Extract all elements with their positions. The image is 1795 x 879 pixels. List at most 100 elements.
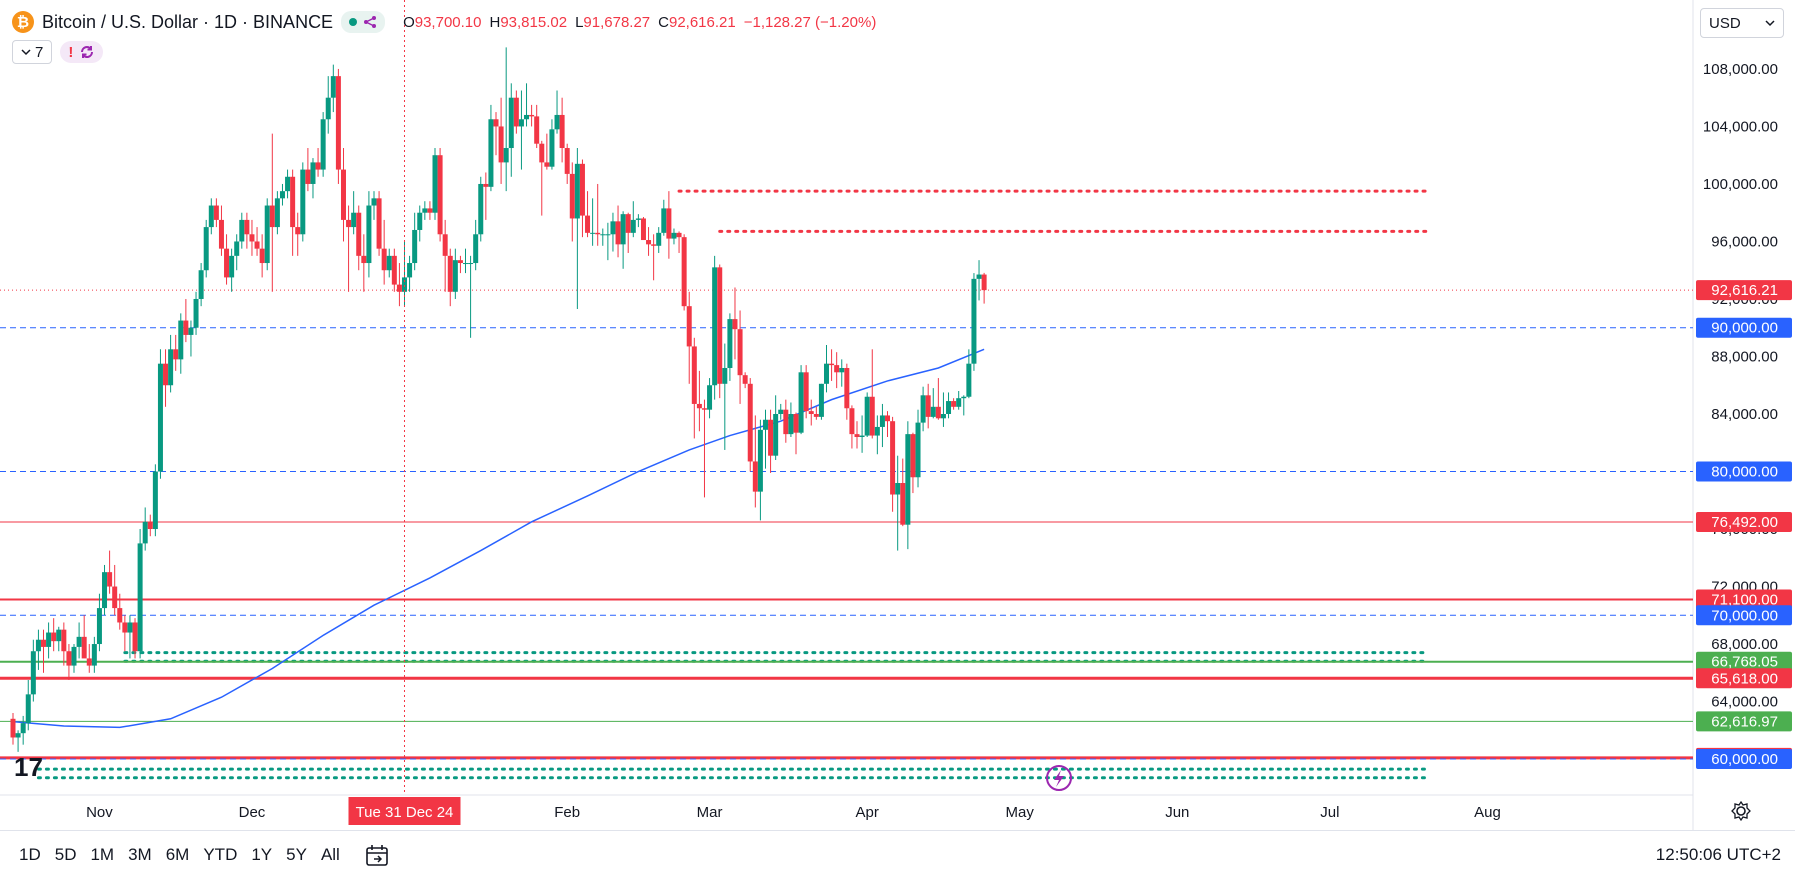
candle[interactable] <box>676 231 682 253</box>
candle[interactable] <box>793 412 799 455</box>
candle[interactable] <box>305 148 311 192</box>
candle[interactable] <box>595 183 601 246</box>
candle[interactable] <box>874 415 880 455</box>
candle[interactable] <box>86 644 92 673</box>
candle[interactable] <box>96 593 102 652</box>
candle[interactable] <box>915 409 921 488</box>
candle[interactable] <box>854 421 860 449</box>
price-badge[interactable] <box>1696 280 1792 301</box>
candle[interactable] <box>849 405 855 449</box>
candle[interactable] <box>244 212 250 249</box>
candle[interactable] <box>508 83 514 177</box>
candle[interactable] <box>356 205 362 271</box>
symbol-title[interactable]: Bitcoin / U.S. Dollar · 1D · BINANCE <box>42 11 334 32</box>
candle[interactable] <box>559 97 565 163</box>
candle[interactable] <box>691 337 697 439</box>
candle[interactable] <box>549 119 555 170</box>
candle[interactable] <box>569 162 575 242</box>
candle[interactable] <box>224 234 230 285</box>
candle[interactable] <box>381 219 387 285</box>
candle[interactable] <box>488 104 494 192</box>
candle[interactable] <box>285 169 291 199</box>
candle[interactable] <box>254 227 260 256</box>
tradingview-logo[interactable]: 17 <box>14 752 43 782</box>
candle[interactable] <box>666 191 672 259</box>
candle[interactable] <box>483 172 489 220</box>
candle[interactable] <box>707 378 713 419</box>
candle[interactable] <box>432 148 438 220</box>
candle[interactable] <box>279 183 285 206</box>
candle[interactable] <box>147 514 153 537</box>
candle[interactable] <box>229 248 235 292</box>
candle[interactable] <box>137 529 143 659</box>
candle[interactable] <box>798 365 804 435</box>
candle[interactable] <box>712 255 718 400</box>
candle[interactable] <box>452 248 458 299</box>
candle[interactable] <box>900 458 906 527</box>
candle[interactable] <box>651 234 657 281</box>
candle[interactable] <box>498 97 504 184</box>
candle[interactable] <box>61 622 67 666</box>
candle[interactable] <box>757 419 763 521</box>
candle[interactable] <box>605 222 611 261</box>
candle[interactable] <box>951 398 957 410</box>
candle[interactable] <box>168 334 174 393</box>
candle[interactable] <box>310 158 316 199</box>
candle[interactable] <box>869 349 875 439</box>
candle[interactable] <box>976 260 982 301</box>
price-badge[interactable] <box>1696 651 1792 672</box>
price-badge[interactable] <box>1696 605 1792 626</box>
candle[interactable] <box>51 618 57 652</box>
candle[interactable] <box>620 211 626 269</box>
candle[interactable] <box>585 191 591 238</box>
range-button-3m[interactable]: 3M <box>128 845 152 864</box>
candle[interactable] <box>971 273 977 371</box>
price-badge[interactable] <box>1696 589 1792 610</box>
range-button-1y[interactable]: 1Y <box>251 845 273 864</box>
candle[interactable] <box>183 298 189 343</box>
candle[interactable] <box>371 191 377 220</box>
candle[interactable] <box>778 403 784 420</box>
candle[interactable] <box>112 564 118 616</box>
candle[interactable] <box>630 201 636 238</box>
candle[interactable] <box>188 320 194 357</box>
candle[interactable] <box>71 644 77 673</box>
candle[interactable] <box>518 90 524 170</box>
candle[interactable] <box>81 615 87 659</box>
candle[interactable] <box>46 622 52 659</box>
candle[interactable] <box>274 191 280 235</box>
candle[interactable] <box>208 198 214 235</box>
market-status-pill[interactable] <box>341 11 386 33</box>
lightning-icon[interactable] <box>1046 765 1072 791</box>
candle[interactable] <box>127 615 133 659</box>
candle[interactable] <box>615 205 621 258</box>
candle[interactable] <box>600 228 606 246</box>
candle[interactable] <box>132 618 138 659</box>
calendar-goto-icon[interactable] <box>364 843 390 869</box>
price-badge[interactable] <box>1696 668 1792 689</box>
candle[interactable] <box>554 90 560 134</box>
candle[interactable] <box>574 148 580 310</box>
candle[interactable] <box>407 255 413 292</box>
range-button-1d[interactable]: 1D <box>19 845 41 864</box>
candle[interactable] <box>762 409 768 469</box>
candle[interactable] <box>671 228 677 245</box>
candle[interactable] <box>366 191 372 278</box>
candle[interactable] <box>803 365 809 419</box>
candle[interactable] <box>427 201 433 220</box>
candle[interactable] <box>340 148 346 242</box>
candle[interactable] <box>534 104 540 149</box>
candle[interactable] <box>885 411 891 438</box>
candle[interactable] <box>361 234 367 292</box>
candle[interactable] <box>961 395 967 416</box>
candle[interactable] <box>981 272 987 304</box>
candle[interactable] <box>142 507 148 551</box>
candle[interactable] <box>422 201 428 220</box>
candle[interactable] <box>742 372 748 389</box>
candle[interactable] <box>30 639 36 702</box>
candle[interactable] <box>732 287 738 360</box>
candle[interactable] <box>117 593 123 630</box>
candle[interactable] <box>829 349 835 381</box>
candle[interactable] <box>218 205 224 256</box>
candle[interactable] <box>788 402 794 438</box>
